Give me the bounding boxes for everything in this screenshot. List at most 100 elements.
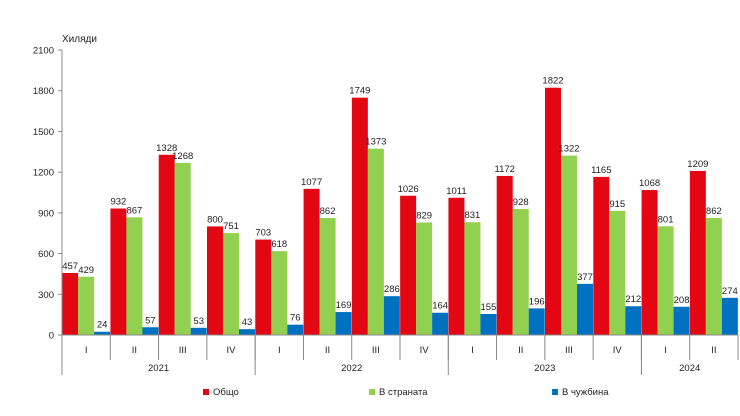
bar-В чужбина: [432, 312, 449, 335]
data-label: 286: [384, 284, 400, 295]
x-category-label: I: [278, 345, 281, 356]
bar-Общо: [545, 87, 561, 335]
data-label: 169: [336, 300, 352, 311]
data-label: 1322: [558, 144, 579, 155]
bar-Общо: [110, 208, 127, 335]
bar-В страната: [271, 251, 288, 335]
data-label: 53: [193, 316, 204, 327]
data-label: 43: [242, 317, 253, 328]
bar-В страната: [223, 233, 239, 335]
legend-label: В чужбина: [562, 387, 609, 398]
data-label: 831: [464, 210, 480, 221]
y-tick-label: 1200: [33, 168, 54, 179]
y-tick-label: 1500: [33, 127, 54, 138]
bar-В страната: [464, 222, 481, 335]
bar-Общо: [689, 170, 706, 335]
x-category-label: I: [664, 345, 667, 356]
data-label: 1026: [398, 184, 419, 195]
bar-В чужбина: [287, 324, 304, 335]
bar-В чужбина: [577, 283, 593, 335]
x-category-label: I: [471, 345, 474, 356]
data-label: 862: [320, 206, 336, 217]
legend-swatch: [369, 389, 375, 395]
data-label: 1822: [542, 76, 563, 87]
x-category-label: II: [132, 345, 137, 356]
data-label: 1209: [687, 159, 708, 170]
y-tick-label: 900: [38, 208, 54, 219]
data-label: 862: [706, 206, 722, 217]
data-label: 1068: [639, 178, 660, 189]
data-label: 212: [625, 294, 641, 305]
legend-label: В страната: [379, 387, 428, 398]
y-axis-label: Хиляди: [62, 34, 97, 45]
data-label: 274: [722, 286, 738, 297]
bar-Общо: [255, 239, 272, 335]
year-label: 2024: [679, 363, 700, 374]
data-label: 196: [529, 296, 545, 307]
bar-В чужбина: [673, 306, 690, 335]
legend-swatch: [203, 389, 209, 395]
bar-В чужбина: [190, 327, 207, 335]
x-category-label: II: [711, 345, 716, 356]
data-label: 76: [290, 313, 301, 324]
x-category-label: I: [85, 345, 88, 356]
bar-В страната: [78, 276, 95, 335]
bar-В страната: [319, 218, 336, 335]
data-label: 867: [126, 205, 142, 216]
bar-В чужбина: [383, 296, 400, 335]
bar-Общо: [207, 226, 223, 335]
year-label: 2022: [341, 363, 362, 374]
bar-Общо: [641, 190, 658, 335]
bar-В страната: [609, 210, 626, 335]
bar-Общо: [158, 154, 175, 335]
data-label: 1077: [301, 177, 322, 188]
bar-В страната: [367, 148, 384, 335]
bar-В страната: [657, 226, 674, 335]
data-label: 618: [271, 239, 287, 250]
bar-В страната: [561, 155, 577, 335]
data-label: 1328: [156, 143, 177, 154]
data-label: 751: [223, 221, 239, 232]
data-label: 208: [674, 295, 690, 306]
data-label: 829: [416, 210, 432, 221]
bar-В чужбина: [94, 331, 111, 335]
bar-В чужбина: [625, 306, 642, 335]
y-tick-label: 1800: [33, 86, 54, 97]
bar-Общо: [400, 195, 417, 335]
data-label: 1268: [172, 151, 193, 162]
y-tick-label: 0: [49, 331, 54, 342]
x-category-label: III: [179, 345, 187, 356]
x-category-label: IV: [420, 345, 430, 356]
x-category-label: II: [325, 345, 330, 356]
bar-Общо: [303, 188, 320, 335]
bar-В чужбина: [335, 312, 352, 335]
data-label: 164: [432, 301, 448, 312]
data-label: 57: [145, 315, 156, 326]
x-category-label: III: [565, 345, 573, 356]
data-label: 800: [207, 214, 223, 225]
x-category-label: II: [518, 345, 523, 356]
bar-Общо: [62, 272, 79, 335]
bar-В страната: [512, 209, 529, 335]
y-tick-label: 2100: [33, 46, 54, 57]
x-category-label: IV: [227, 345, 237, 356]
data-label: 377: [577, 272, 593, 283]
y-tick-label: 300: [38, 290, 54, 301]
bar-В чужбина: [721, 297, 738, 335]
bar-В чужбина: [480, 313, 497, 335]
data-label: 1172: [494, 164, 514, 175]
data-label: 457: [62, 261, 78, 272]
bar-Общо: [351, 97, 368, 335]
data-label: 429: [78, 265, 94, 276]
x-category-label: III: [372, 345, 380, 356]
bar-В чужбина: [528, 308, 545, 335]
bar-Общо: [593, 176, 610, 335]
bar-Общо: [496, 175, 513, 335]
bar-В страната: [705, 218, 722, 335]
data-label: 703: [255, 228, 271, 239]
legend-swatch: [552, 389, 558, 395]
data-label: 932: [110, 197, 126, 208]
bar-В чужбина: [239, 329, 255, 335]
bar-В страната: [416, 222, 433, 335]
